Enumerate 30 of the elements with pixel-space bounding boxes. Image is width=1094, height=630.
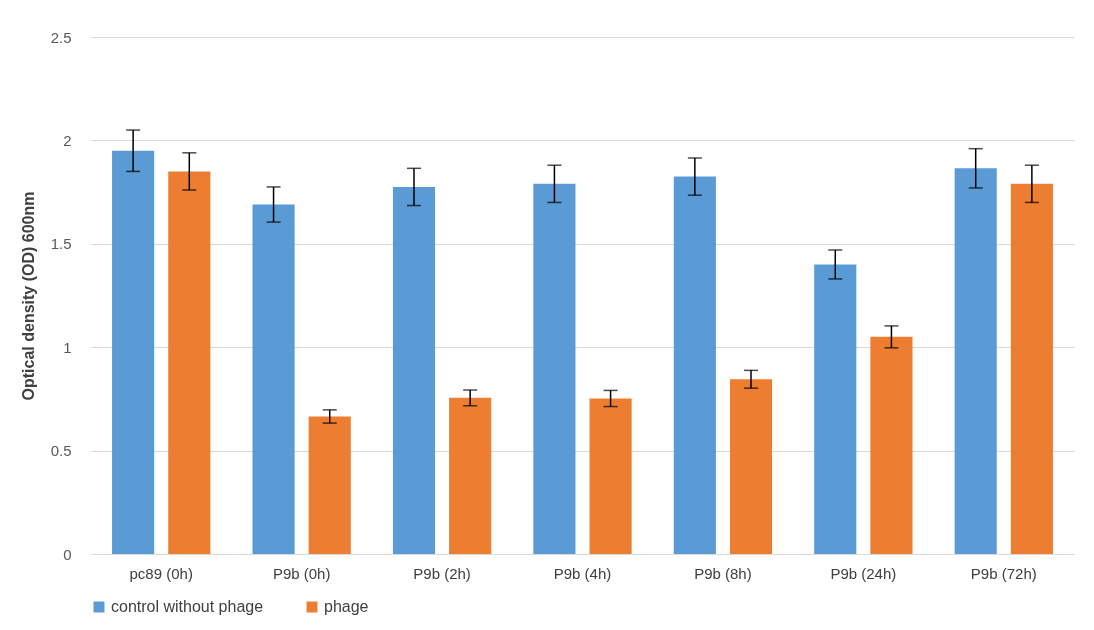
bar [308, 416, 351, 554]
x-tick-label: P9b (2h) [413, 564, 471, 582]
x-tick-label: P9b (24h) [830, 564, 897, 582]
x-tick-label: P9b (8h) [694, 564, 752, 582]
y-tick-label: 2.5 [50, 28, 72, 46]
y-tick-label: 1.5 [50, 235, 72, 253]
bar [449, 397, 492, 554]
bar [392, 186, 436, 554]
bar [589, 398, 632, 554]
bar [168, 171, 211, 554]
bar [533, 183, 576, 554]
bar [673, 176, 716, 554]
y-axis-title: Optical density (OD) 600nm [19, 191, 37, 401]
x-tick-label: P9b (72h) [970, 564, 1037, 582]
bar [954, 168, 997, 554]
x-tick-label: pc89 (0h) [129, 564, 193, 582]
bar [729, 379, 773, 554]
bar [814, 264, 857, 554]
y-tick-label: 0 [63, 545, 72, 563]
y-tick-label: 1 [63, 338, 72, 356]
y-tick-label: 2 [63, 131, 72, 149]
y-tick-label: 0.5 [50, 442, 72, 460]
x-tick-label: P9b (4h) [553, 564, 612, 582]
legend-label: phage [324, 598, 369, 615]
bar [112, 150, 155, 554]
bar [1010, 183, 1053, 554]
bar [252, 204, 295, 554]
legend-label: control without phage [111, 598, 264, 615]
x-tick-label: P9b (0h) [272, 564, 331, 582]
bar [870, 336, 913, 554]
